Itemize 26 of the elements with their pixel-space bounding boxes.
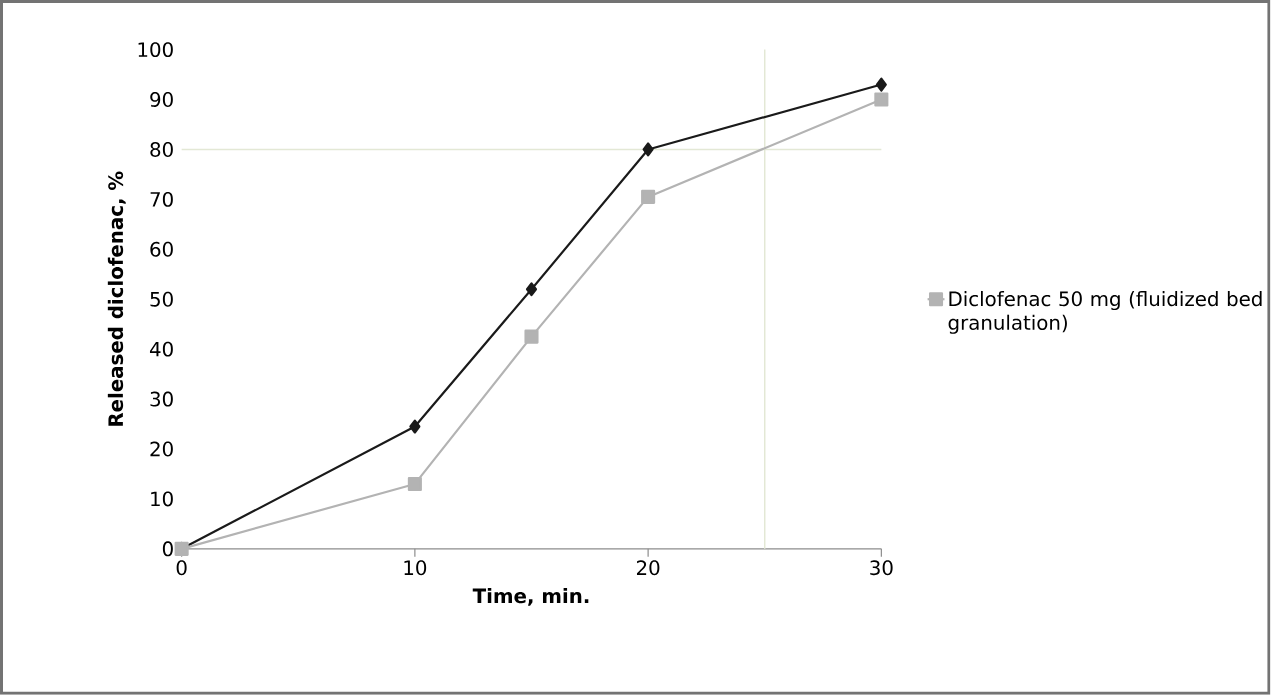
point (641, 189, 656, 205)
x-tick-label: 10 (404, 560, 427, 576)
x-axis-title: Time, min. (472, 588, 589, 606)
y-tick-label: 30 (150, 391, 173, 407)
y-tick-label: 70 (150, 192, 173, 207)
legend-label: Diclofenac 50 mg (fluidized bed granulation) (948, 291, 1262, 334)
point (524, 329, 539, 344)
y-tick-label: 0 (162, 541, 173, 557)
x-tick-label: 20 (636, 560, 660, 576)
y-tick-label: 80 (150, 142, 173, 158)
y-tick-label: 100 (138, 42, 173, 58)
x-tick-label: 30 (870, 560, 893, 576)
point (874, 92, 889, 107)
y-tick-label: 60 (150, 241, 173, 257)
y-tick-label: 90 (150, 92, 173, 108)
y-tick-label: 40 (149, 341, 173, 357)
y-tick-label: 10 (151, 491, 173, 507)
y-axis-title: Released diclofenac, % (107, 171, 126, 426)
y-tick-label: 50 (150, 291, 173, 307)
point (525, 282, 538, 297)
point (407, 477, 422, 492)
x-tick-label: 0 (176, 560, 187, 576)
point (875, 77, 887, 92)
point (409, 419, 421, 434)
y-tick-label: 20 (150, 441, 173, 457)
point (642, 142, 654, 157)
